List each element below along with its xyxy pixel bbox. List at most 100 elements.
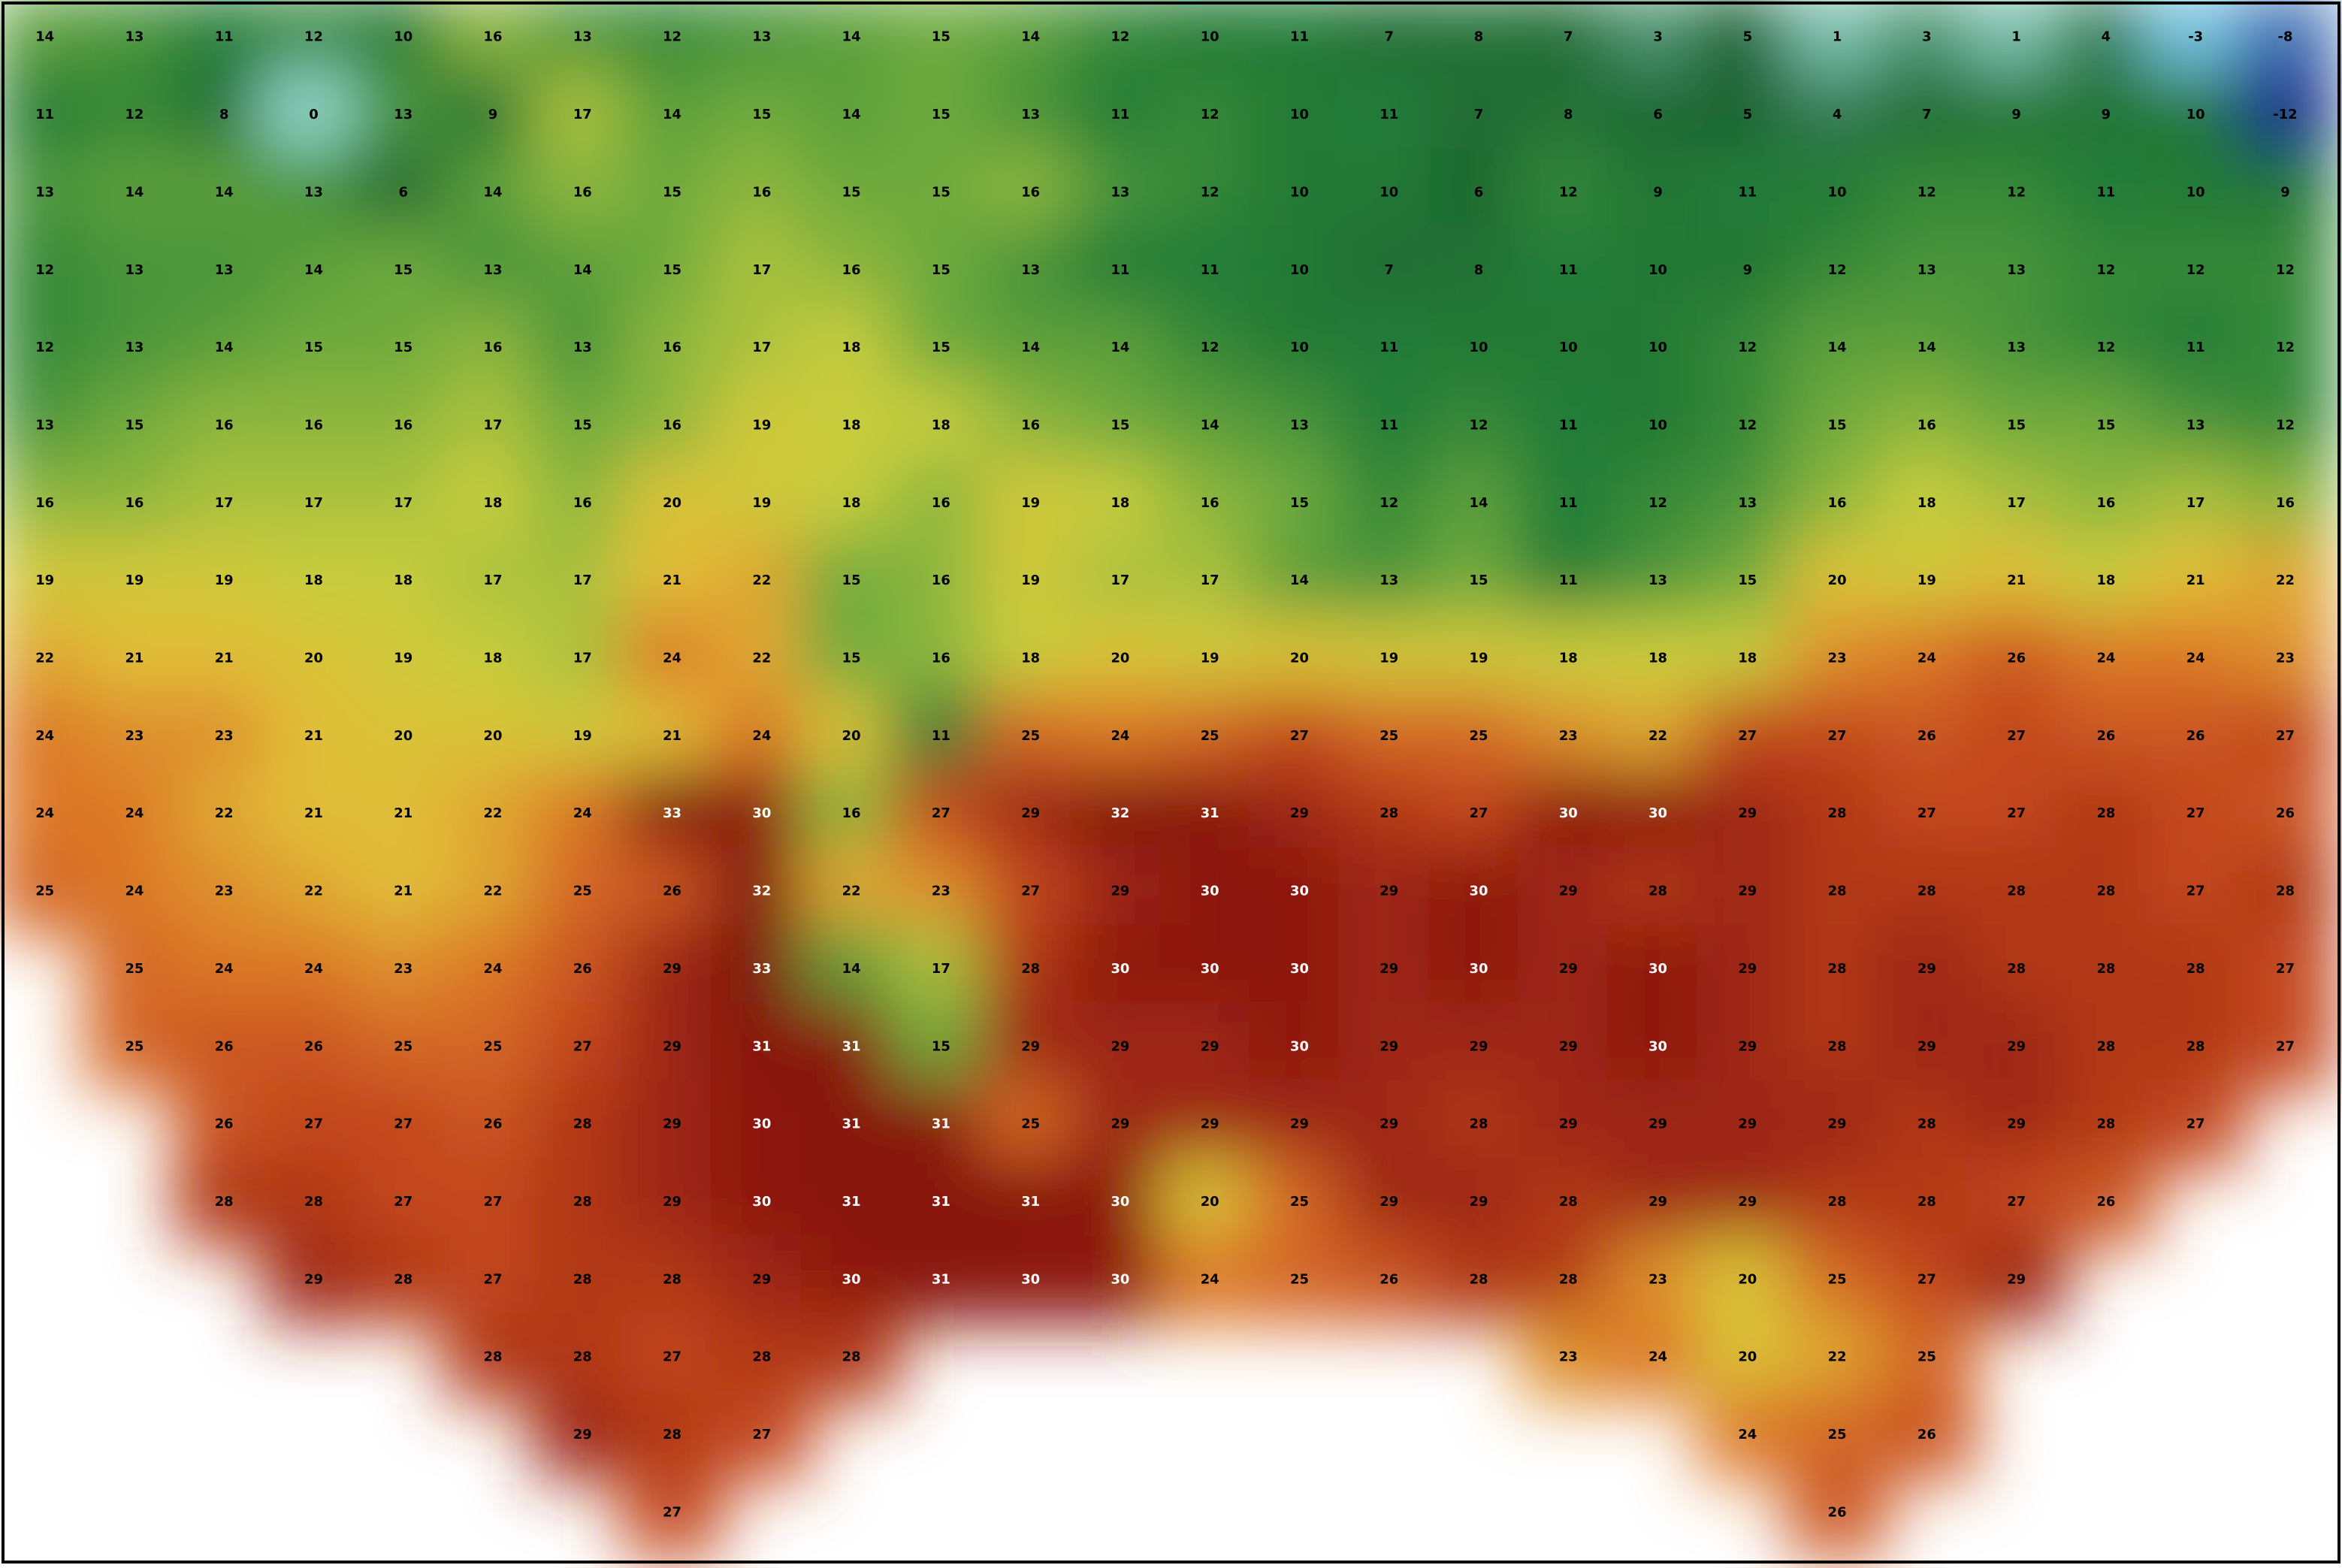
temperature-cell	[800, 458, 902, 548]
temperature-label: 29	[1738, 961, 1757, 977]
temperature-label: 22	[752, 651, 771, 666]
temperature-cell	[0, 613, 96, 704]
temperature-label: 19	[1021, 573, 1040, 588]
temperature-cell	[173, 1080, 275, 1170]
temperature-label: 13	[1380, 573, 1398, 588]
temperature-label: 23	[125, 728, 144, 744]
temperature-label: 27	[484, 1271, 503, 1287]
temperature-cell	[0, 536, 96, 626]
temperature-label: 16	[663, 340, 681, 355]
temperature-label: 26	[2276, 805, 2295, 821]
temperature-cell	[2234, 458, 2337, 548]
temperature-cell	[800, 924, 902, 1014]
temperature-label: 29	[1380, 1116, 1398, 1132]
temperature-label: 22	[484, 805, 503, 821]
temperature-label: 29	[663, 1194, 681, 1210]
temperature-cell	[711, 303, 813, 393]
temperature-cell	[1517, 70, 1619, 160]
temperature-label: 23	[215, 884, 234, 899]
temperature-label: 12	[35, 340, 54, 355]
temperature-cell	[2144, 1080, 2247, 1170]
temperature-cell	[1428, 1157, 1530, 1247]
temperature-cell	[352, 458, 455, 548]
temperature-label: 27	[394, 1194, 412, 1210]
temperature-cell	[262, 613, 365, 704]
temperature-cell	[1159, 1080, 1261, 1170]
temperature-cell	[173, 147, 275, 238]
temperature-cell	[980, 846, 1082, 937]
temperature-label: 16	[932, 495, 950, 511]
temperature-cell	[711, 1157, 813, 1247]
temperature-label: 9	[488, 107, 497, 122]
temperature-label: 27	[1290, 728, 1309, 744]
temperature-cell	[1606, 924, 1709, 1014]
temperature-cell	[2144, 691, 2247, 781]
temperature-label: 13	[125, 340, 144, 355]
temperature-label: 18	[932, 417, 950, 433]
temperature-cell	[800, 1313, 902, 1403]
temperature-label: 10	[1290, 107, 1309, 122]
temperature-label: 30	[1111, 1271, 1129, 1287]
temperature-label: 26	[2096, 728, 2115, 744]
temperature-label: 6	[1474, 184, 1483, 200]
temperature-label: 8	[1474, 262, 1483, 278]
temperature-cell	[1428, 0, 1530, 83]
temperature-cell	[890, 924, 992, 1014]
temperature-label: 28	[1559, 1271, 1578, 1287]
temperature-cell	[1338, 769, 1440, 859]
temperature-cell	[1606, 1002, 1709, 1092]
temperature-label: 12	[1201, 184, 1219, 200]
temperature-label: 12	[1111, 29, 1129, 45]
temperature-label: 26	[1917, 1427, 1936, 1443]
temperature-label: 13	[1021, 107, 1040, 122]
temperature-cell	[1875, 613, 1978, 704]
temperature-cell	[1697, 1313, 1799, 1403]
temperature-cell	[1159, 846, 1261, 937]
temperature-label: 12	[1201, 340, 1219, 355]
temperature-cell	[711, 0, 813, 83]
temperature-label: 12	[1470, 417, 1488, 433]
temperature-label: 19	[1201, 651, 1219, 666]
temperature-cell	[711, 225, 813, 316]
temperature-label: 14	[842, 961, 861, 977]
temperature-label: 28	[663, 1427, 681, 1443]
temperature-label: 21	[663, 728, 681, 744]
temperature-label: 15	[932, 262, 950, 278]
temperature-cell	[621, 0, 724, 83]
temperature-cell	[980, 458, 1082, 548]
temperature-cell	[2055, 536, 2157, 626]
temperature-label: 28	[1021, 961, 1040, 977]
temperature-label: 19	[35, 573, 54, 588]
temperature-label: 19	[394, 651, 412, 666]
temperature-label: 27	[304, 1116, 323, 1132]
temperature-label: 25	[1201, 728, 1219, 744]
temperature-label: 29	[1828, 1116, 1847, 1132]
temperature-label: 16	[484, 340, 503, 355]
temperature-cell	[1517, 691, 1619, 781]
temperature-label: 29	[1290, 1116, 1309, 1132]
temperature-cell	[2234, 147, 2337, 238]
temperature-cell	[1338, 536, 1440, 626]
temperature-cell	[1875, 147, 1978, 238]
temperature-label: 12	[2096, 262, 2115, 278]
temperature-label: 10	[1201, 29, 1219, 45]
temperature-label: 17	[484, 573, 503, 588]
temperature-label: 27	[394, 1116, 412, 1132]
temperature-label: 13	[2186, 417, 2205, 433]
temperature-label: 12	[1380, 495, 1398, 511]
temperature-label: 21	[304, 805, 323, 821]
temperature-label: 15	[932, 184, 950, 200]
temperature-label: 28	[573, 1116, 592, 1132]
temperature-label: 21	[304, 728, 323, 744]
temperature-label: 16	[394, 417, 412, 433]
temperature-label: 31	[842, 1194, 861, 1210]
temperature-label: 14	[663, 107, 681, 122]
temperature-cell	[711, 1313, 813, 1403]
temperature-cell	[262, 1002, 365, 1092]
temperature-label: 17	[752, 340, 771, 355]
temperature-label: 9	[2102, 107, 2111, 122]
temperature-label: 8	[1564, 107, 1573, 122]
temperature-label: 26	[215, 1116, 234, 1132]
temperature-label: 30	[752, 1116, 771, 1132]
